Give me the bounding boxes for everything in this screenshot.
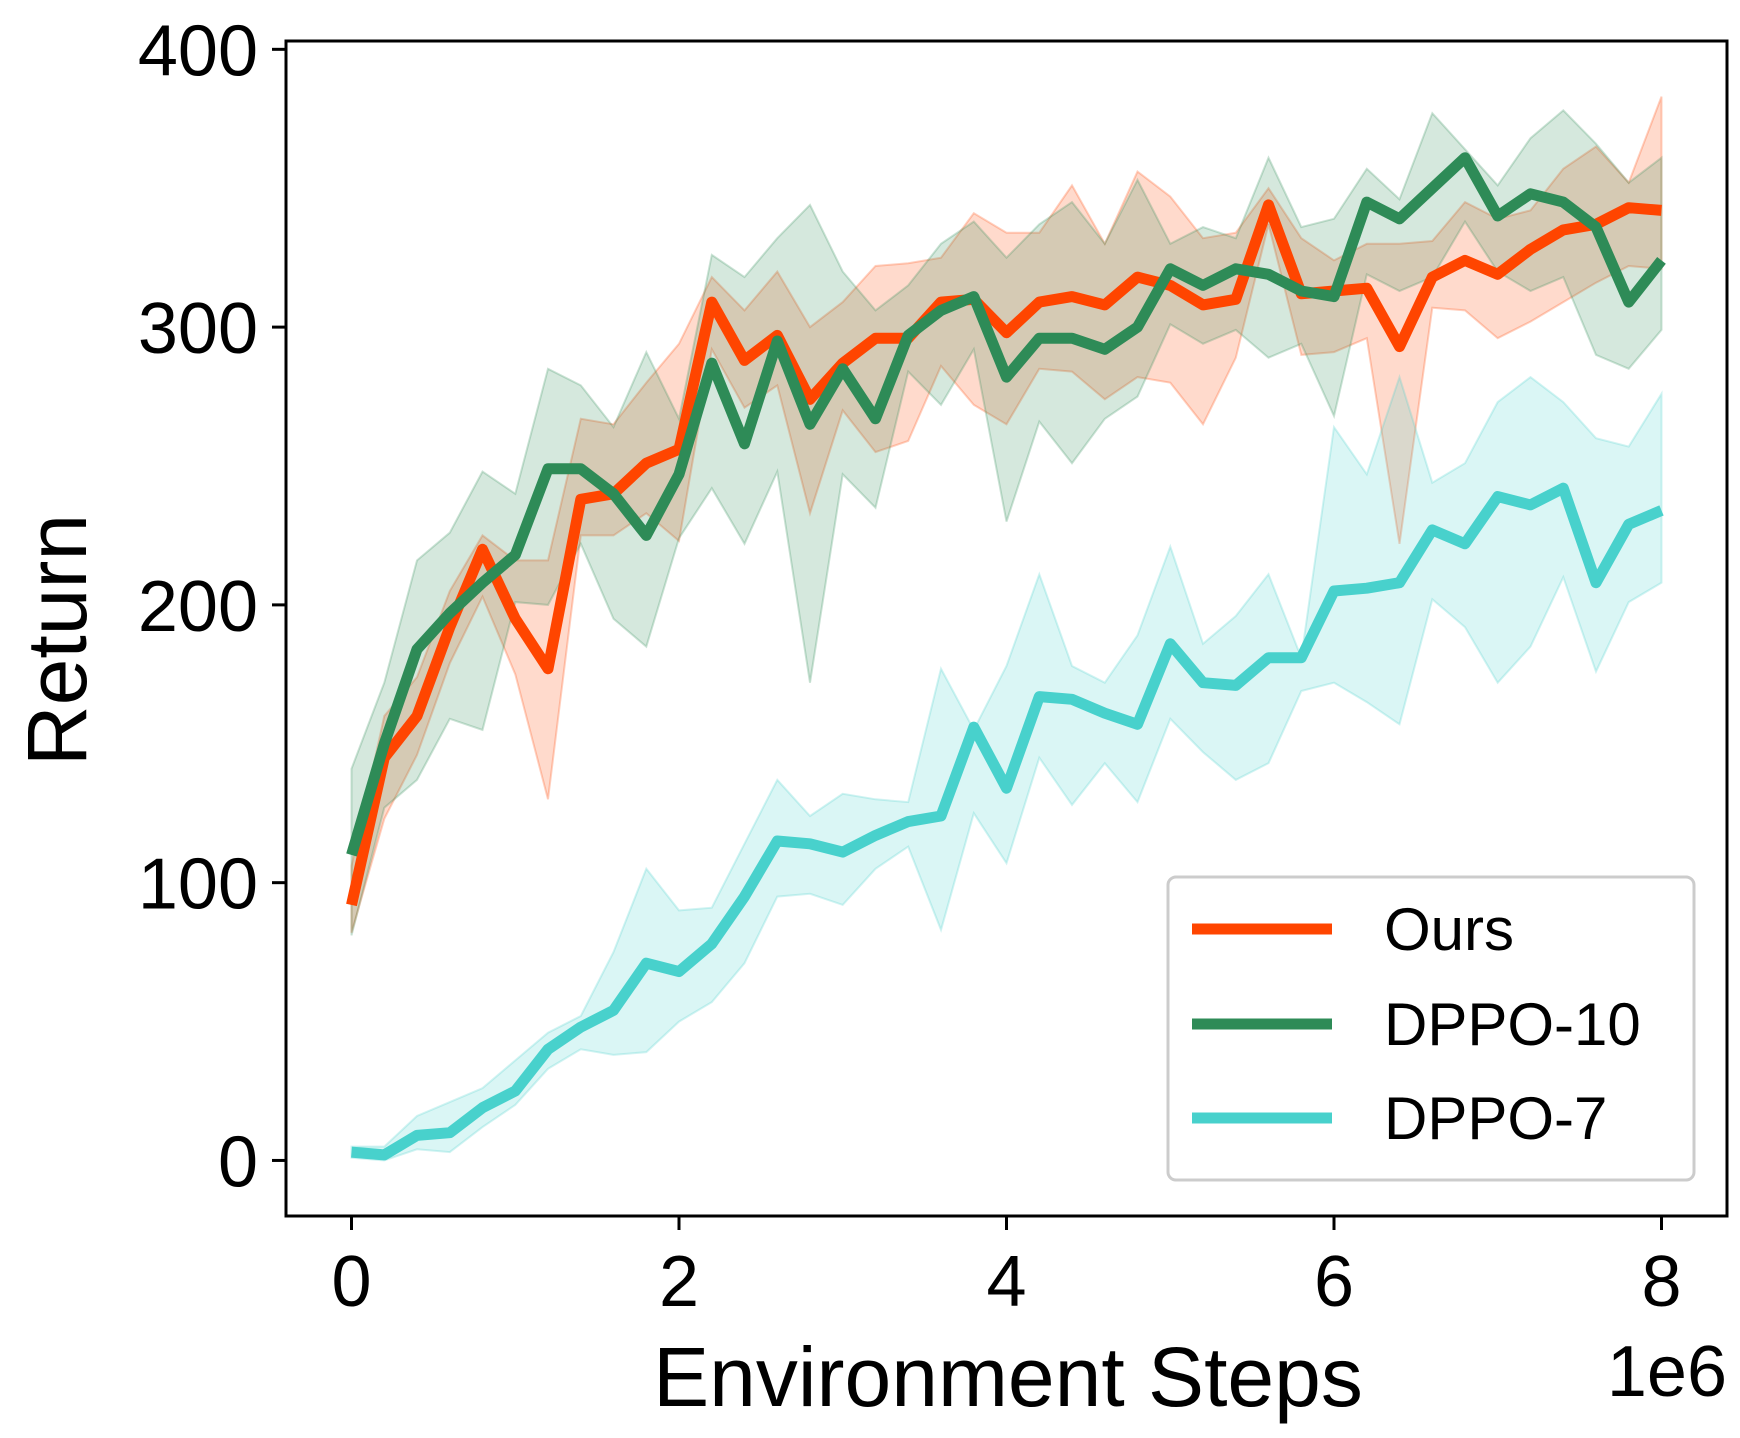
legend-label-ours: Ours [1384,896,1514,963]
line-dppo-7 [351,482,1664,1161]
x-tick-label: 2 [659,1242,699,1322]
y-axis-ticks: 0 100 200 300 400 [138,11,286,1202]
y-tick-label: 0 [218,1122,258,1202]
legend-label-dppo-7: DPPO-7 [1384,1085,1607,1152]
series-lines [346,152,1666,1161]
x-tick-label: 0 [331,1242,371,1322]
x-axis-offset-label: 1e6 [1607,1332,1727,1412]
x-tick-label: 6 [1314,1242,1354,1322]
y-tick-label: 200 [138,567,258,647]
legend-frame [1166,875,1696,1182]
line-ours [346,199,1662,907]
x-tick-label: 4 [986,1242,1026,1322]
x-tick-label: 8 [1641,1242,1681,1322]
y-tick-label: 300 [138,289,258,369]
line-dppo-10 [346,152,1666,857]
y-tick-label: 100 [138,845,258,925]
legend: Ours DPPO-10 DPPO-7 [1166,875,1696,1182]
y-axis-title: Return [10,514,104,766]
band-dppo-10 [350,109,1663,936]
legend-label-dppo-10: DPPO-10 [1384,991,1641,1058]
y-tick-label: 400 [138,11,258,91]
x-axis-ticks: 0 2 4 6 8 [331,1216,1682,1322]
x-axis-title: Environment Steps [653,1330,1363,1424]
